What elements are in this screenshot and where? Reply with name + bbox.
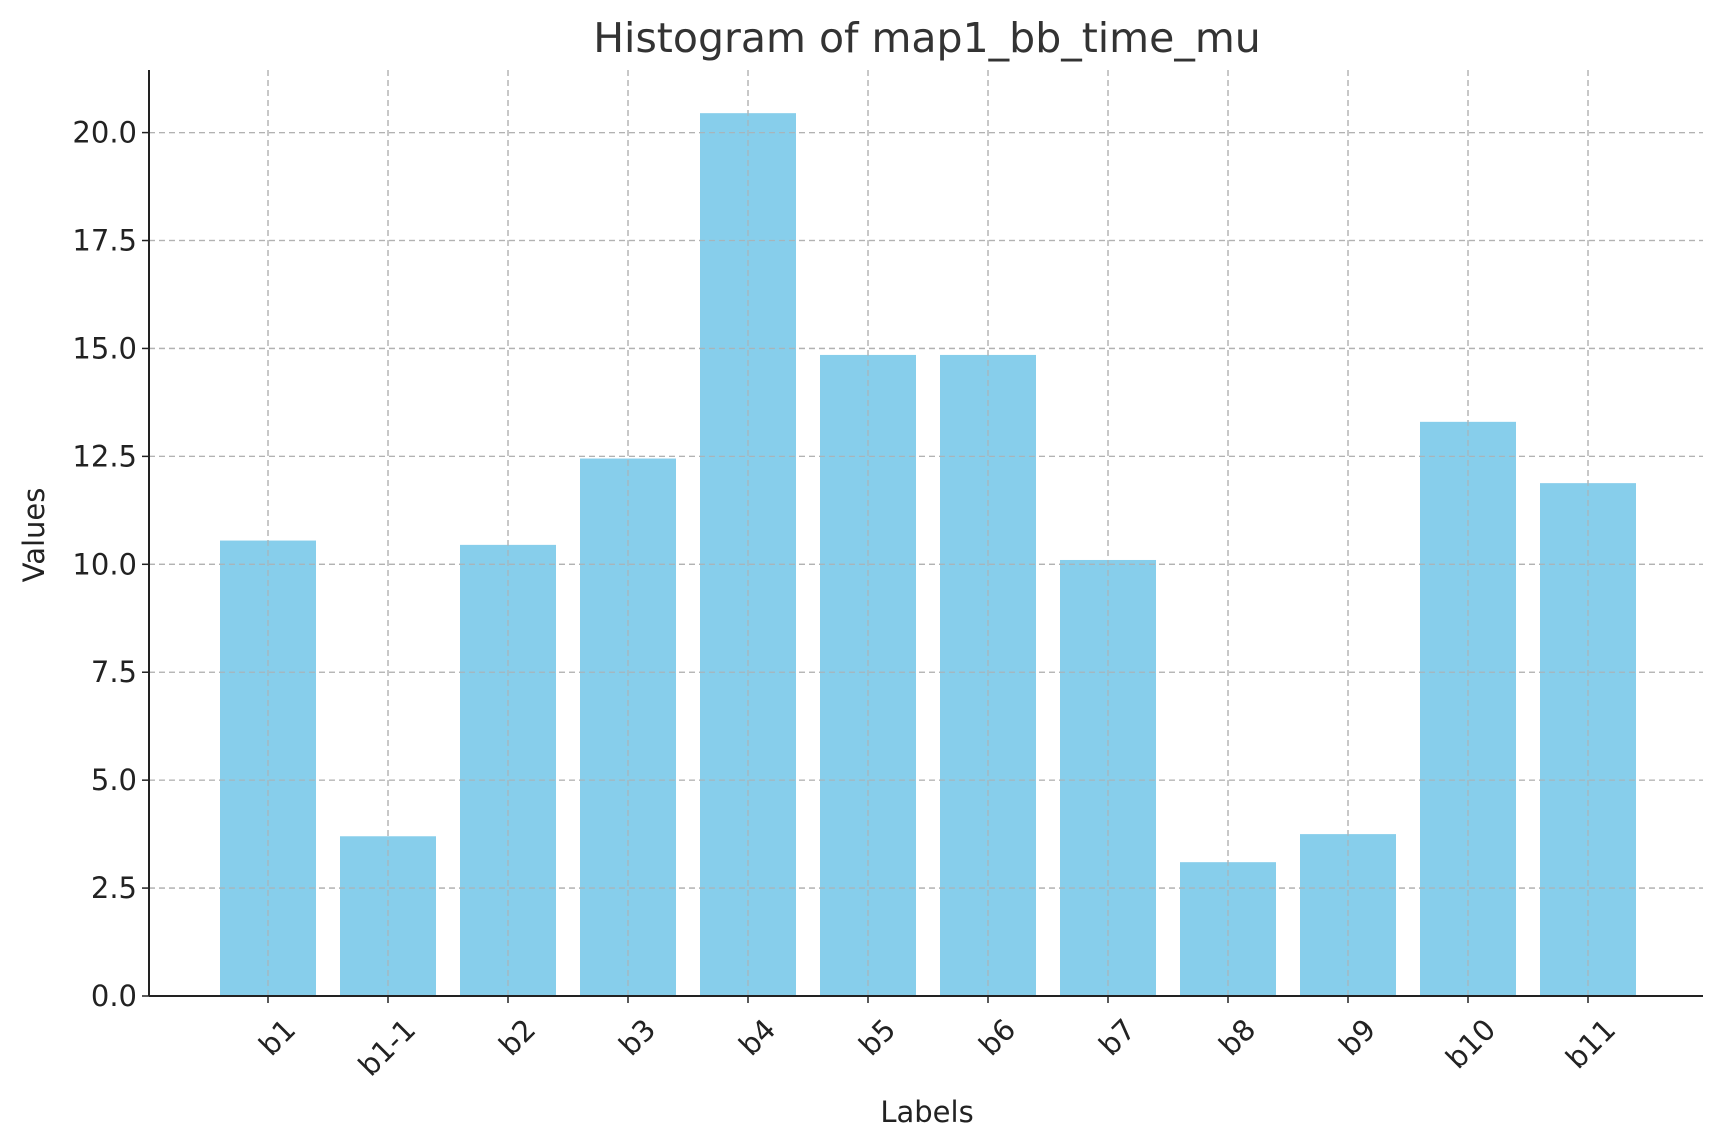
axes-layer xyxy=(148,70,1703,997)
y-tick-label: 15.0 xyxy=(72,331,137,365)
y-tick-label: 5.0 xyxy=(91,763,137,797)
y-tick-label: 12.5 xyxy=(72,439,137,473)
y-tick-label: 0.0 xyxy=(91,979,137,1013)
bar-b1 xyxy=(220,540,316,996)
y-tick-label: 2.5 xyxy=(91,871,137,905)
y-axis-label: Values xyxy=(17,488,51,583)
chart-title: Histogram of map1_bb_time_mu xyxy=(593,14,1261,62)
y-tick-label: 10.0 xyxy=(72,547,137,581)
y-tick-label: 17.5 xyxy=(72,224,137,258)
y-tick-label: 7.5 xyxy=(91,655,137,689)
bars-layer xyxy=(149,70,1703,997)
x-axis-label: Labels xyxy=(880,1095,973,1129)
bar-b3 xyxy=(580,458,676,996)
y-tick-label: 20.0 xyxy=(72,116,137,150)
bar-b10 xyxy=(1420,421,1516,997)
